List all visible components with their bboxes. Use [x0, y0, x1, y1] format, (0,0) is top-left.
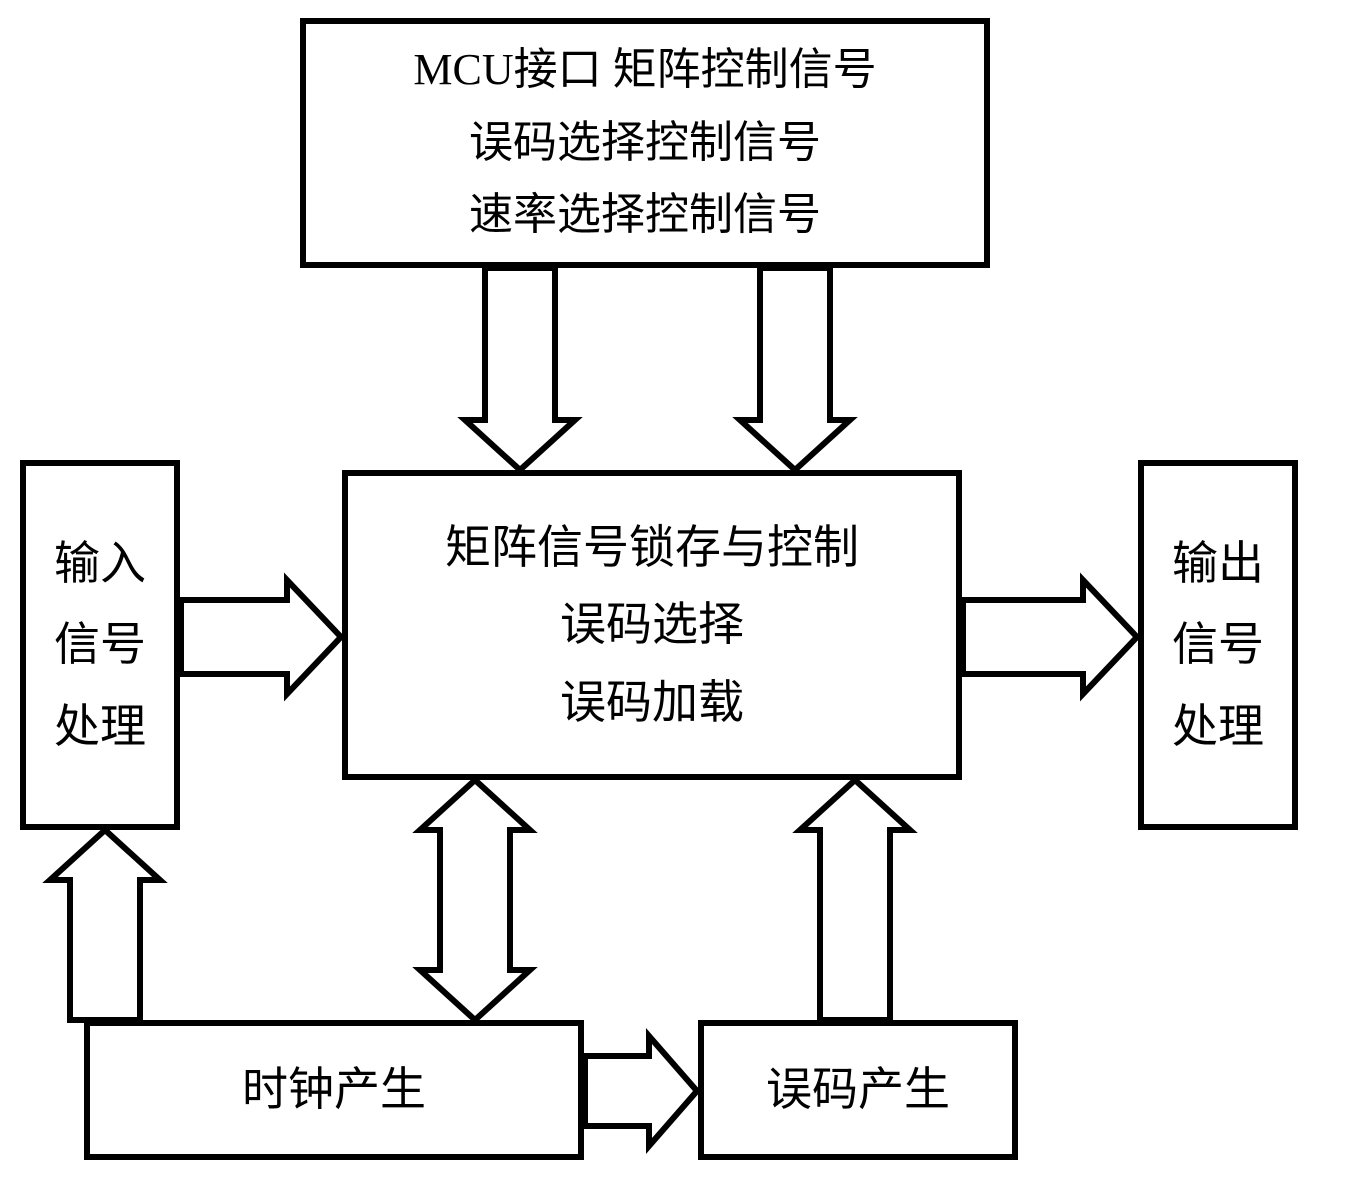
arrow-top-to-center-right [740, 268, 850, 470]
arrow-clock-to-input [50, 830, 160, 1020]
arrows-layer [0, 0, 1368, 1198]
arrow-center-to-output [963, 580, 1137, 694]
arrow-err-to-center [800, 780, 910, 1020]
arrow-input-to-center [181, 580, 341, 694]
arrow-clock-to-err [585, 1036, 697, 1146]
arrow-top-to-center-left [465, 268, 575, 470]
arrow-clock-center-bidir [420, 780, 530, 1020]
